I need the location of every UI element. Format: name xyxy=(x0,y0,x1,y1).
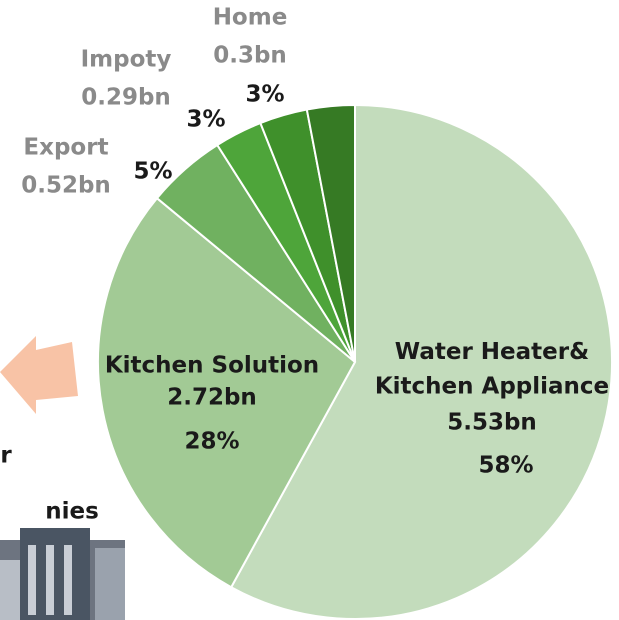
arrow xyxy=(0,336,78,414)
pie-slice xyxy=(97,196,357,589)
slice-amount: 2.72bn xyxy=(167,385,257,411)
slice-percent: 5% xyxy=(133,159,172,185)
slice-label: Export xyxy=(23,135,108,161)
slice-amount: 0.3bn xyxy=(213,43,287,69)
slice-label: Kitchen Solution xyxy=(105,353,319,379)
slice-label: Water Heater& Kitchen Appliance xyxy=(375,339,609,400)
slice-percent: 3% xyxy=(245,82,284,108)
annotation: nies xyxy=(45,499,99,525)
pie-slice xyxy=(305,103,356,363)
building xyxy=(0,528,125,620)
annotation: r xyxy=(0,443,12,469)
slice-percent: 3% xyxy=(186,107,225,133)
slice-percent: 28% xyxy=(184,429,239,455)
slice-label: Impoty xyxy=(81,47,172,73)
slice-label: Home xyxy=(213,5,288,31)
slice-percent: 58% xyxy=(478,453,533,479)
slice-amount: 0.52bn xyxy=(21,173,111,199)
pie-slice xyxy=(229,103,613,620)
slice-amount: 0.29bn xyxy=(81,85,171,111)
slice-amount: 5.53bn xyxy=(447,410,537,436)
